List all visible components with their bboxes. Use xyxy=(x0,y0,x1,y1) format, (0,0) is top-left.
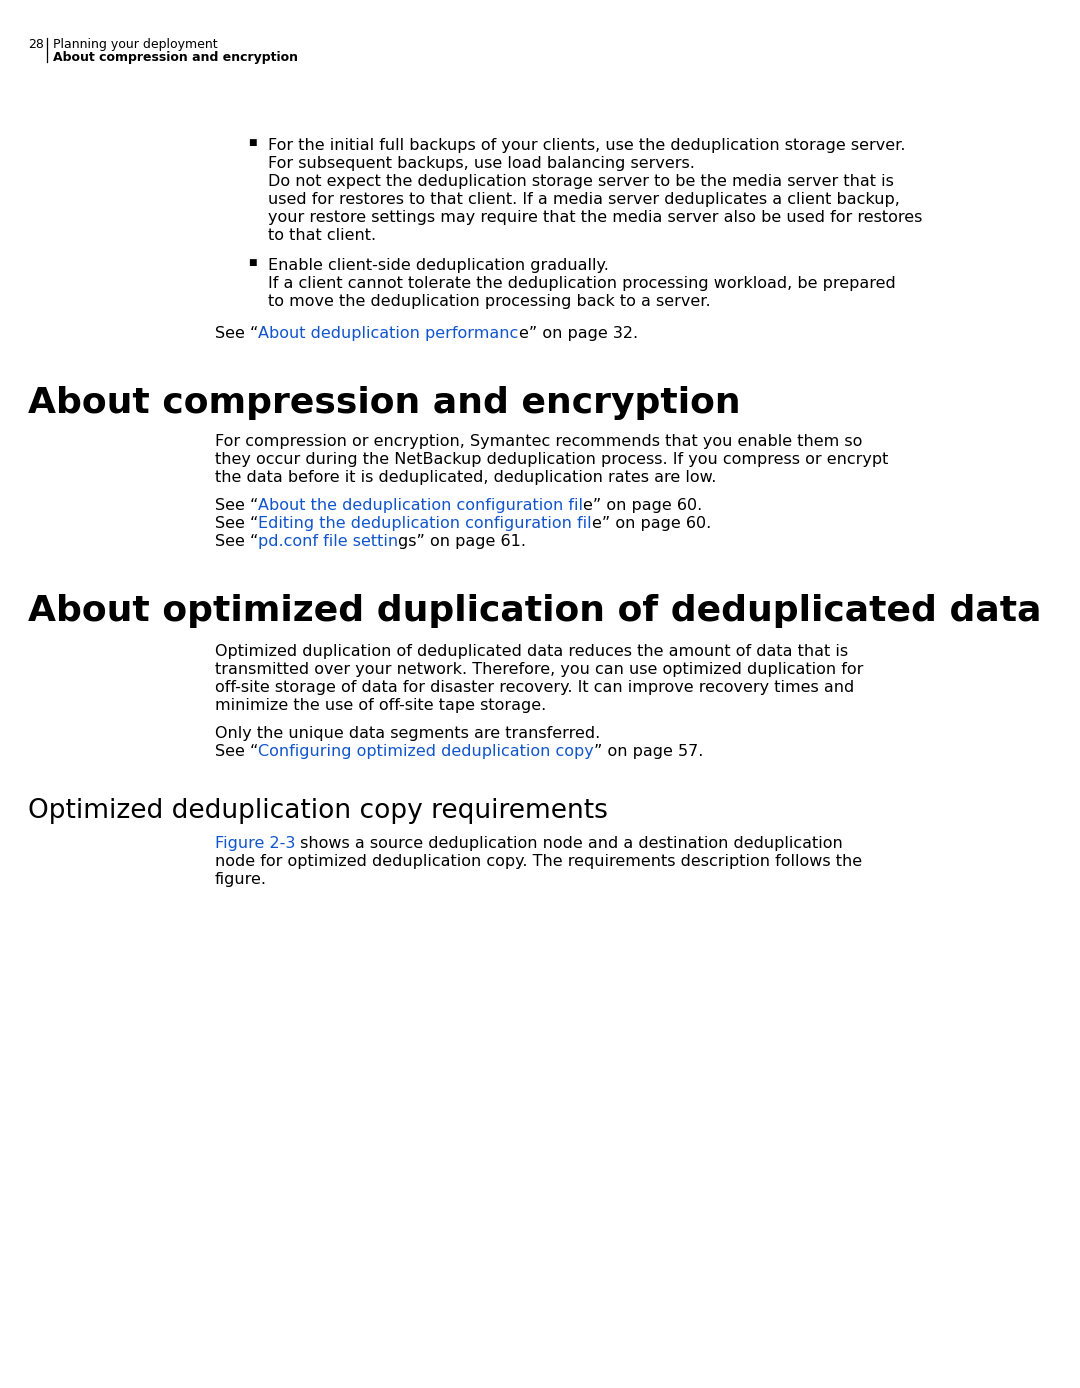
Text: Do not expect the deduplication storage server to be the media server that is: Do not expect the deduplication storage … xyxy=(268,174,894,189)
Text: e” on page 60.: e” on page 60. xyxy=(583,498,703,514)
Text: they occur during the NetBackup deduplication process. If you compress or encryp: they occur during the NetBackup deduplic… xyxy=(215,452,889,466)
Text: Configuring optimized deduplication copy: Configuring optimized deduplication copy xyxy=(258,744,594,759)
Text: ” on page 57.: ” on page 57. xyxy=(594,744,703,759)
Text: ■: ■ xyxy=(248,137,257,147)
Text: ■: ■ xyxy=(248,258,257,266)
Text: About the deduplication configuration fil: About the deduplication configuration fi… xyxy=(258,498,583,514)
Text: Optimized duplication of deduplicated data reduces the amount of data that is: Optimized duplication of deduplicated da… xyxy=(215,644,848,659)
Text: shows a source deduplication node and a destination deduplication: shows a source deduplication node and a … xyxy=(295,836,843,851)
Text: Editing the deduplication configuration fil: Editing the deduplication configuration … xyxy=(258,516,592,532)
Text: used for restores to that client. If a media server deduplicates a client backup: used for restores to that client. If a m… xyxy=(268,192,900,207)
Text: your restore settings may require that the media server also be used for restore: your restore settings may require that t… xyxy=(268,210,922,225)
Text: Only the unique data segments are transferred.: Only the unique data segments are transf… xyxy=(215,726,600,741)
Text: For subsequent backups, use load balancing servers.: For subsequent backups, use load balanci… xyxy=(268,155,694,171)
Text: About optimized duplication of deduplicated data: About optimized duplication of deduplica… xyxy=(28,594,1041,627)
Text: See “: See “ xyxy=(215,498,258,514)
Text: Optimized deduplication copy requirements: Optimized deduplication copy requirement… xyxy=(28,798,608,824)
Text: e” on page 32.: e” on page 32. xyxy=(518,326,638,341)
Text: See “: See “ xyxy=(215,744,258,759)
Text: See “: See “ xyxy=(215,534,258,550)
Text: e” on page 60.: e” on page 60. xyxy=(592,516,712,532)
Text: 28: 28 xyxy=(28,37,44,51)
Text: pd.conf file settin: pd.conf file settin xyxy=(258,534,399,550)
Text: Enable client-side deduplication gradually.: Enable client-side deduplication gradual… xyxy=(268,258,609,273)
Text: About compression and encryption: About compression and encryption xyxy=(28,386,741,421)
Text: For compression or encryption, Symantec recommends that you enable them so: For compression or encryption, Symantec … xyxy=(215,434,862,448)
Text: Figure 2-3: Figure 2-3 xyxy=(215,836,295,851)
Text: transmitted over your network. Therefore, you can use optimized duplication for: transmitted over your network. Therefore… xyxy=(215,662,863,677)
Text: figure.: figure. xyxy=(215,872,267,887)
Text: About compression and encryption: About compression and encryption xyxy=(53,51,298,64)
Text: to that client.: to that client. xyxy=(268,228,376,243)
Text: About deduplication performanc: About deduplication performanc xyxy=(258,326,518,341)
Text: to move the deduplication processing back to a server.: to move the deduplication processing bac… xyxy=(268,294,711,310)
Text: node for optimized deduplication copy. The requirements description follows the: node for optimized deduplication copy. T… xyxy=(215,854,862,869)
Text: For the initial full backups of your clients, use the deduplication storage serv: For the initial full backups of your cli… xyxy=(268,137,905,153)
Text: Planning your deployment: Planning your deployment xyxy=(53,37,218,51)
Text: the data before it is deduplicated, deduplication rates are low.: the data before it is deduplicated, dedu… xyxy=(215,471,716,484)
Text: See “: See “ xyxy=(215,516,258,532)
Text: off-site storage of data for disaster recovery. It can improve recovery times an: off-site storage of data for disaster re… xyxy=(215,680,854,695)
Text: If a client cannot tolerate the deduplication processing workload, be prepared: If a client cannot tolerate the deduplic… xyxy=(268,276,895,291)
Text: gs” on page 61.: gs” on page 61. xyxy=(399,534,527,550)
Text: See “: See “ xyxy=(215,326,258,341)
Text: minimize the use of off-site tape storage.: minimize the use of off-site tape storag… xyxy=(215,698,546,713)
